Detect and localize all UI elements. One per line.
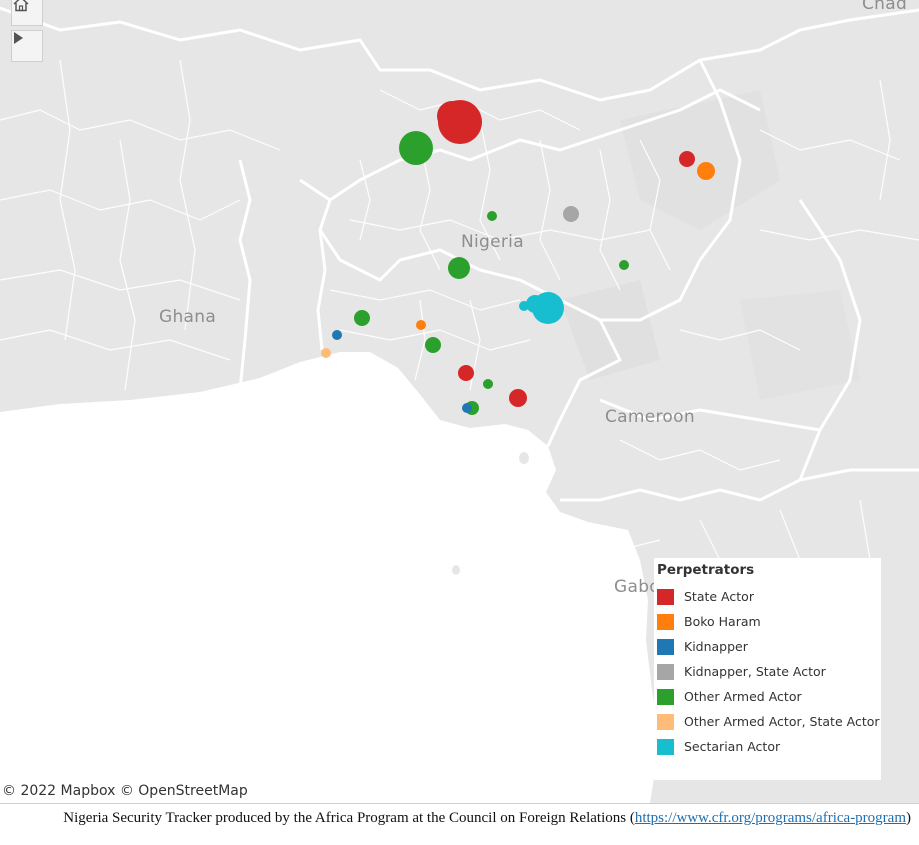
- legend-title: Perpetrators: [657, 562, 755, 578]
- marker-boko-haram: [697, 162, 715, 180]
- marker-other-armed-actor: [619, 260, 629, 270]
- event-markers: [321, 100, 715, 415]
- legend-swatch: [657, 588, 674, 605]
- marker-state-actor: [509, 389, 527, 407]
- legend-swatch: [657, 638, 674, 655]
- legend-item[interactable]: Boko Haram: [657, 609, 881, 634]
- legend-item[interactable]: State Actor: [657, 584, 881, 609]
- legend-item[interactable]: Other Armed Actor, State Actor: [657, 709, 881, 734]
- footer-suffix: ): [906, 810, 911, 826]
- map-attribution[interactable]: © 2022 Mapbox © OpenStreetMap: [2, 783, 248, 799]
- legend-item[interactable]: Sectarian Actor: [657, 734, 881, 759]
- marker-state-actor: [437, 101, 467, 131]
- marker-kidnapper-state-actor: [563, 206, 579, 222]
- footer-link[interactable]: https://www.cfr.org/programs/africa-prog…: [634, 810, 906, 826]
- map-label-nigeria: Nigeria: [461, 232, 524, 252]
- map-label-gabon: Gabo: [614, 577, 660, 597]
- home-icon: [13, 0, 29, 12]
- home-button[interactable]: [11, 0, 43, 26]
- legend-swatch: [657, 613, 674, 630]
- marker-other-armed-actor: [448, 257, 470, 279]
- legend-item[interactable]: Other Armed Actor: [657, 684, 881, 709]
- source-footer: Nigeria Security Tracker produced by the…: [0, 803, 919, 845]
- play-button[interactable]: [11, 30, 43, 62]
- marker-kidnapper: [462, 403, 472, 413]
- marker-state-actor: [458, 365, 474, 381]
- legend-label: Kidnapper: [684, 639, 748, 654]
- legend-item[interactable]: Kidnapper, State Actor: [657, 659, 881, 684]
- marker-sectarian-actor: [526, 295, 544, 313]
- marker-state-actor: [679, 151, 695, 167]
- marker-boko-haram: [416, 320, 426, 330]
- legend: Perpetrators State Actor Boko Haram Kidn…: [654, 558, 881, 780]
- legend-label: Other Armed Actor, State Actor: [684, 714, 880, 729]
- map-label-chad: Chad: [862, 0, 908, 14]
- legend-label: Kidnapper, State Actor: [684, 664, 826, 679]
- marker-other-armed-actor: [425, 337, 441, 353]
- legend-label: State Actor: [684, 589, 754, 604]
- legend-swatch: [657, 713, 674, 730]
- marker-kidnapper: [332, 330, 342, 340]
- sea-area: [0, 352, 660, 803]
- marker-other-armed-actor: [354, 310, 370, 326]
- map-label-ghana: Ghana: [159, 307, 217, 327]
- marker-other-armed-actor: [487, 211, 497, 221]
- marker-other-armed-actor-state-actor: [321, 348, 331, 358]
- play-icon: [14, 32, 23, 44]
- legend-label: Boko Haram: [684, 614, 761, 629]
- legend-swatch: [657, 738, 674, 755]
- legend-label: Other Armed Actor: [684, 689, 802, 704]
- map-label-cameroon: Cameroon: [605, 407, 695, 427]
- marker-other-armed-actor: [483, 379, 493, 389]
- map-canvas[interactable]: Nigeria Ghana Cameroon Gabo Chad © 2022 …: [0, 0, 919, 803]
- marker-sectarian-actor: [519, 301, 529, 311]
- marker-other-armed-actor: [399, 131, 433, 165]
- legend-label: Sectarian Actor: [684, 739, 781, 754]
- legend-swatch: [657, 663, 674, 680]
- footer-text: Nigeria Security Tracker produced by the…: [63, 810, 635, 826]
- legend-item[interactable]: Kidnapper: [657, 634, 881, 659]
- legend-swatch: [657, 688, 674, 705]
- map-basemap: [0, 6, 919, 803]
